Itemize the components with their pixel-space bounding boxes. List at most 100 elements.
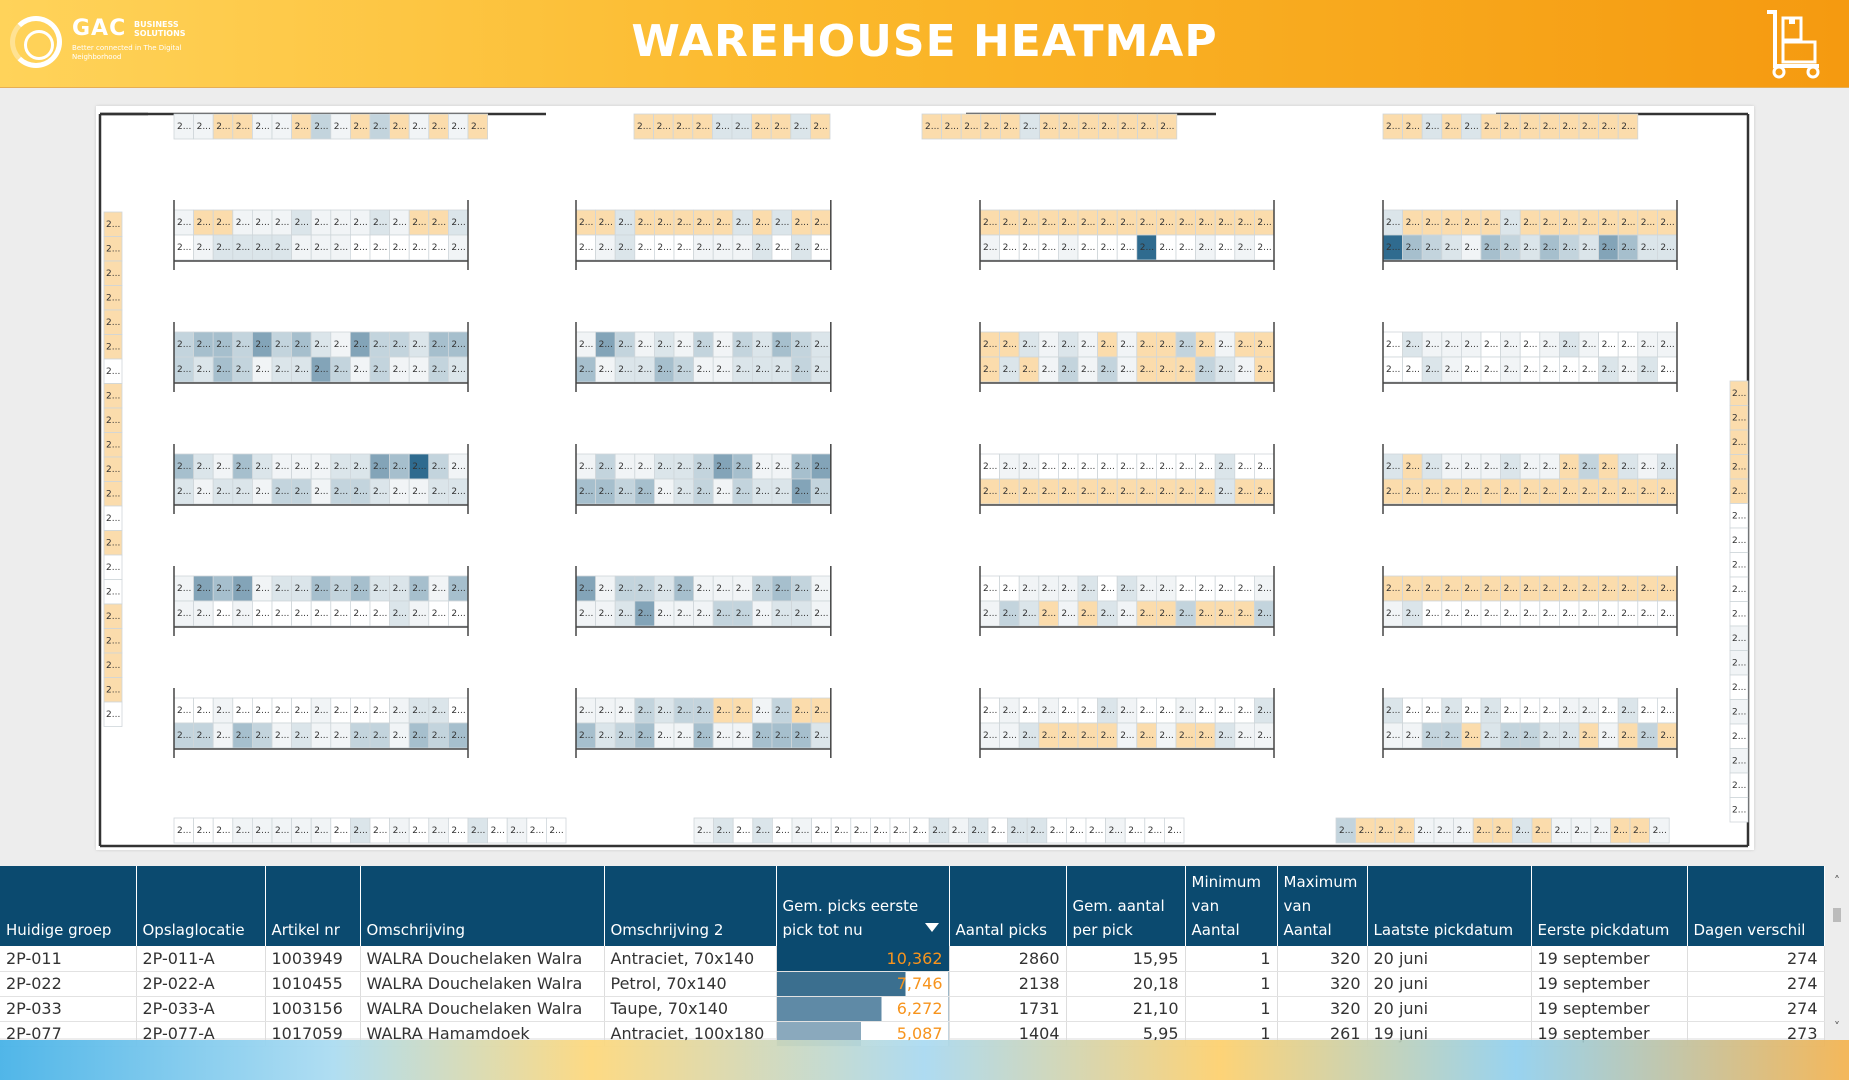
rack-cell-label: 2...	[1061, 584, 1075, 594]
rack-cell-label: 2...	[106, 220, 120, 230]
table-cell: 320	[1277, 971, 1368, 997]
rack-cell[interactable]	[545, 817, 567, 844]
rack-cell-label: 2...	[1602, 122, 1616, 132]
rack-cell[interactable]	[1649, 817, 1670, 844]
rack-cell-label: 2...	[197, 243, 211, 253]
rack-cell-label: 2...	[106, 686, 120, 696]
rack-cell-label: 2...	[1523, 340, 1537, 350]
rack-cell-label: 2...	[697, 462, 711, 472]
rack-cell-label: 2...	[1653, 826, 1667, 836]
rack-cell-label: 2...	[1582, 340, 1596, 350]
scroll-thumb[interactable]	[1833, 908, 1841, 922]
rack-cell-label: 2...	[1523, 706, 1537, 716]
table-row[interactable]: 2P-033 2P-033-A 1003156 WALRA Douchelaken W…	[0, 996, 1825, 1022]
rack-cell-label: 2...	[334, 243, 348, 253]
column-header[interactable]: Omschrijving 2	[604, 866, 777, 946]
rack-cell-label: 2...	[1732, 634, 1746, 644]
rack-cell[interactable]	[1729, 797, 1749, 823]
rack-cell-label: 2...	[197, 731, 211, 741]
column-header[interactable]: Opslaglocatie	[136, 866, 266, 946]
table-scrollbar[interactable]: ˄ ˅	[1830, 874, 1844, 1034]
rack-cell-label: 2...	[579, 584, 593, 594]
rack-cell-label: 2...	[1496, 826, 1510, 836]
rack-cell[interactable]	[1156, 113, 1178, 140]
column-header[interactable]: Laatste pickdatum	[1367, 866, 1532, 946]
rack-cell-label: 2...	[1128, 826, 1142, 836]
rack-cell-label: 2...	[432, 706, 446, 716]
rack-cell-label: 2...	[1359, 826, 1373, 836]
column-header[interactable]: Artikel nr	[265, 866, 361, 946]
rack-cell-label: 2...	[1602, 365, 1616, 375]
rack-cell-label: 2...	[638, 218, 652, 228]
rack-cell-label: 2...	[177, 609, 191, 619]
rack-cell-label: 2...	[1140, 487, 1154, 497]
rack-cell[interactable]	[810, 113, 831, 140]
chevron-down-icon[interactable]: ˅	[1834, 1020, 1840, 1034]
rack-cell-label: 2...	[236, 609, 250, 619]
rack-cell-label: 2...	[1238, 218, 1252, 228]
rack-cell-label: 2...	[1523, 609, 1537, 619]
rack-cell-label: 2...	[451, 122, 465, 132]
rack-cell-label: 2...	[412, 706, 426, 716]
rack-cell-label: 2...	[1641, 365, 1655, 375]
rack-cell-label: 2...	[984, 122, 998, 132]
column-header[interactable]: Omschrijving	[360, 866, 605, 946]
rack-cell-label: 2...	[1081, 487, 1095, 497]
rack-cell-label: 2...	[618, 487, 632, 497]
rack-cell-label: 2...	[236, 731, 250, 741]
table-row[interactable]: 2P-011 2P-011-A 1003949 WALRA Douchelaken W…	[0, 946, 1825, 972]
chevron-up-icon[interactable]: ˄	[1834, 874, 1840, 888]
rack-cell-label: 2...	[393, 826, 407, 836]
table-header-row: Huidige groep Opslaglocatie Artikel nr Omsc…	[0, 866, 1825, 946]
column-header[interactable]: Aantal picks	[949, 866, 1067, 946]
rack-cell-label: 2...	[216, 218, 230, 228]
rack-cell[interactable]	[103, 701, 123, 727]
rack-cell-label: 2...	[1543, 243, 1557, 253]
rack-cell-label: 2...	[197, 609, 211, 619]
rack-cell-label: 2...	[1218, 731, 1232, 741]
rack-cell-label: 2...	[1602, 706, 1616, 716]
rack-cell-label: 2...	[1159, 731, 1173, 741]
column-header[interactable]: Gem. picks eerste pick tot nu	[776, 866, 950, 946]
rack-cell-label: 2...	[638, 731, 652, 741]
rack-cell-label: 2...	[736, 462, 750, 472]
rack-cell-label: 2...	[106, 245, 120, 255]
rack-cell-label: 2...	[1543, 462, 1557, 472]
rack-cell[interactable]	[1617, 113, 1639, 140]
table-cell: Antraciet, 70x140	[604, 946, 777, 972]
rack-cell-label: 2...	[412, 243, 426, 253]
rack-cell-label: 2...	[814, 218, 828, 228]
rack-cell-label: 2...	[1406, 340, 1420, 350]
sort-desc-icon[interactable]	[924, 923, 939, 932]
rack-cell-label: 2...	[1641, 584, 1655, 594]
table-row[interactable]: 2P-022 2P-022-A 1010455 WALRA Douchelaken W…	[0, 971, 1825, 997]
rack-cell[interactable]	[1164, 817, 1185, 844]
column-header[interactable]: Dagen verschil	[1687, 866, 1825, 946]
rack-cell-label: 2...	[106, 392, 120, 402]
rack-cell-label: 2...	[1523, 731, 1537, 741]
rack-cell-label: 2...	[1140, 731, 1154, 741]
rack-cell-label: 2...	[1179, 462, 1193, 472]
rack-cell-label: 2...	[1425, 584, 1439, 594]
rack-cell-label: 2...	[1732, 659, 1746, 669]
rack-cell[interactable]	[467, 113, 489, 140]
column-header[interactable]: Gem. aantal per pick	[1066, 866, 1186, 946]
column-header[interactable]: Eerste pickdatum	[1531, 866, 1688, 946]
rack-cell-label: 2...	[432, 243, 446, 253]
column-header[interactable]: Maximum van Aantal	[1277, 866, 1368, 946]
rack-cell-label: 2...	[510, 826, 524, 836]
rack-cell-label: 2...	[197, 826, 211, 836]
rack-cell-label: 2...	[451, 340, 465, 350]
rack-cell-label: 2...	[599, 365, 613, 375]
rack-cell-label: 2...	[1042, 365, 1056, 375]
rack-cell-label: 2...	[1257, 243, 1271, 253]
rack-cell-label: 2...	[1061, 609, 1075, 619]
page-header: GAC BUSINESS SOLUTIONS Better connected …	[0, 0, 1849, 88]
rack-cell-label: 2...	[236, 122, 250, 132]
column-header[interactable]: Huidige groep	[0, 866, 137, 946]
rack-cell-label: 2...	[1504, 122, 1518, 132]
rack-cell-label: 2...	[373, 218, 387, 228]
column-header[interactable]: Minimum van Aantal	[1185, 866, 1278, 946]
rack-cell-label: 2...	[1732, 512, 1746, 522]
rack-cell-label: 2...	[1562, 609, 1576, 619]
